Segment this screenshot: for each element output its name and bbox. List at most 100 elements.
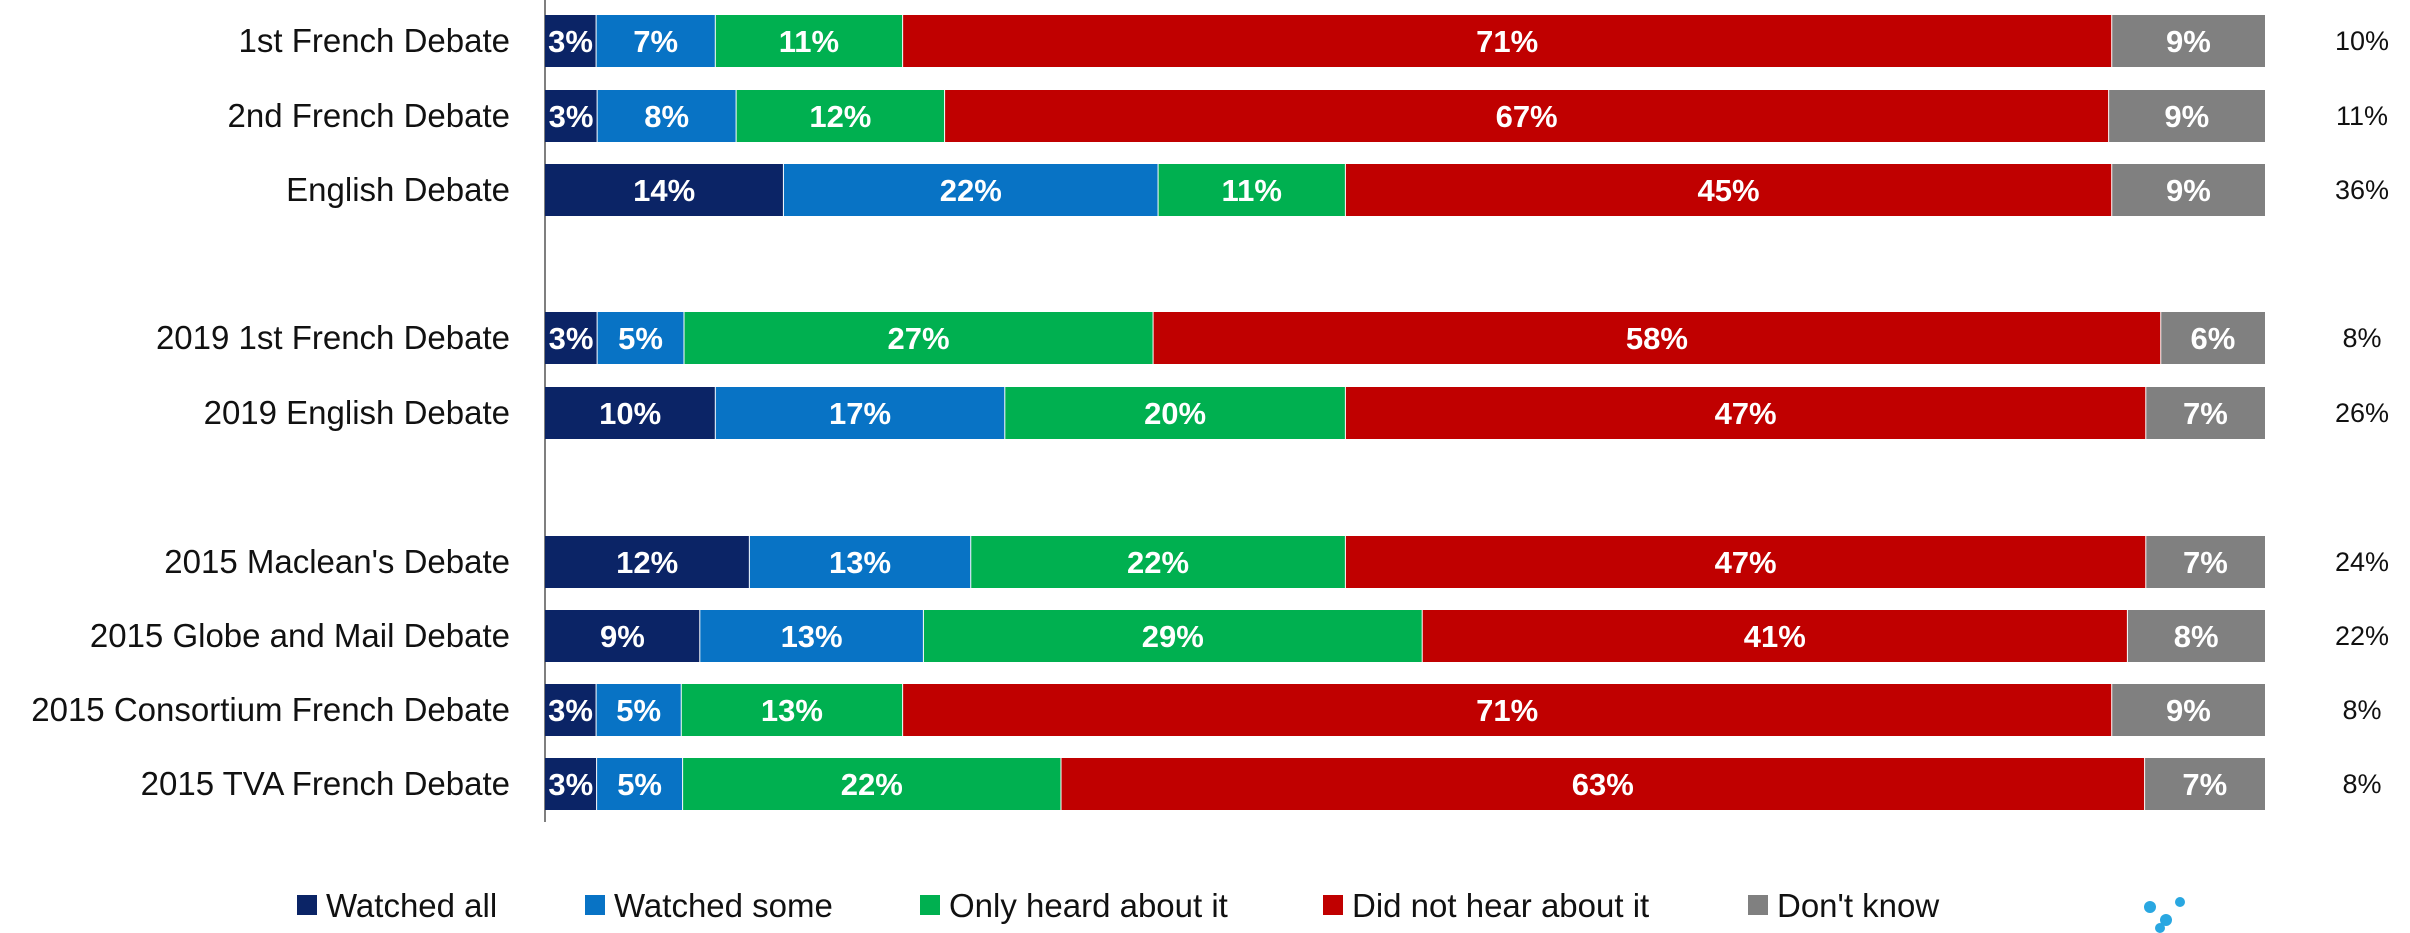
bar-segment [682,758,1061,810]
legend-label: Don't know [1777,887,1939,924]
bar-segment [699,610,924,662]
segment-value-label: 5% [617,767,662,802]
segment-value-label: 22% [841,767,903,802]
bar-segment [596,758,683,810]
category-label: 2015 Consortium French Debate [31,691,510,728]
segment-value-label: 7% [2182,767,2227,802]
category-label: 2015 Globe and Mail Debate [90,617,510,654]
legend-label: Watched all [326,887,497,924]
category-label: English Debate [286,171,510,208]
bar-segment [2111,164,2265,216]
segment-value-label: 12% [616,545,678,580]
bar-segment [715,15,903,67]
bar-segment [715,387,1005,439]
segment-value-label: 13% [781,619,843,654]
segment-value-label: 22% [1127,545,1189,580]
category-label: 2nd French Debate [227,97,510,134]
segment-value-label: 14% [633,173,695,208]
legend-label: Watched some [614,887,833,924]
bar-segment [545,536,750,588]
bar-segment [1153,312,2161,364]
bar-segment [1345,536,2146,588]
segment-value-label: 5% [616,693,661,728]
bar-segment [2160,312,2265,364]
segment-value-label: 13% [829,545,891,580]
segment-value-label: 45% [1698,173,1760,208]
bar-segment [545,387,716,439]
segment-value-label: 9% [2166,24,2211,59]
bars-layer: 1st French Debate 3% 7% 11% 71% 9% 10% 2nd Fren… [31,15,2389,810]
legend-swatch [585,895,605,915]
category-label: 2019 1st French Debate [156,319,510,356]
bar-segment [749,536,971,588]
bar-segment [2145,387,2265,439]
bar-segment [2111,684,2265,736]
bar-segment [2144,758,2265,810]
segment-value-label: 71% [1476,24,1538,59]
segment-value-label: 58% [1626,321,1688,356]
segment-value-label: 7% [633,24,678,59]
bar-segment [545,312,598,364]
bar-segment [596,15,716,67]
segment-value-label: 6% [2190,321,2235,356]
segment-value-label: 47% [1715,545,1777,580]
legend-label: Only heard about it [949,887,1228,924]
row-total-label: 11% [2336,101,2388,131]
bar-segment [1061,758,2145,810]
segment-value-label: 27% [888,321,950,356]
logo-dots [2144,897,2185,933]
bar-segment [545,164,784,216]
bar-segment [596,684,682,736]
row-total-label: 8% [2342,769,2381,799]
segment-value-label: 3% [548,24,593,59]
segment-value-label: 67% [1496,99,1558,134]
bar-segment [545,610,700,662]
bar-segment [545,684,597,736]
bar-segment [923,610,1423,662]
row-total-label: 8% [2342,695,2381,725]
row-total-label: 26% [2335,398,2389,428]
legend-label: Did not hear about it [1352,887,1649,924]
bar-segment [902,684,2112,736]
row-total-label: 22% [2335,621,2389,651]
segment-value-label: 11% [779,24,839,59]
segment-value-label: 41% [1744,619,1806,654]
segment-value-label: 22% [940,173,1002,208]
category-label: 2015 Maclean's Debate [164,543,510,580]
segment-value-label: 11% [1222,173,1282,208]
bar-segment [944,90,2109,142]
category-label: 2015 TVA French Debate [141,765,510,802]
segment-value-label: 3% [548,767,593,802]
legend-swatch [297,895,317,915]
bar-segment [2111,15,2265,67]
segment-value-label: 8% [2174,619,2219,654]
segment-value-label: 12% [809,99,871,134]
bar-segment [2108,90,2265,142]
bar-segment [681,684,903,736]
bar-segment [2145,536,2265,588]
bar-segment [970,536,1346,588]
segment-value-label: 3% [549,321,594,356]
row-total-label: 24% [2335,547,2389,577]
segment-value-label: 71% [1476,693,1538,728]
bar-segment [2127,610,2265,662]
bar-segment [1422,610,2128,662]
bar-segment [1004,387,1346,439]
bar-segment [902,15,2112,67]
segment-value-label: 47% [1715,396,1777,431]
bar-segment [683,312,1154,364]
segment-value-label: 10% [599,396,661,431]
segment-value-label: 3% [548,693,593,728]
category-label: 1st French Debate [239,22,510,59]
bar-segment [1345,387,2146,439]
segment-value-label: 7% [2183,545,2228,580]
bar-segment [783,164,1159,216]
bar-segment [1158,164,1346,216]
bar-segment [736,90,945,142]
segment-value-label: 3% [549,99,594,134]
segment-value-label: 9% [2166,173,2211,208]
legend-swatch [1748,895,1768,915]
segment-value-label: 9% [600,619,645,654]
bar-segment [597,312,684,364]
